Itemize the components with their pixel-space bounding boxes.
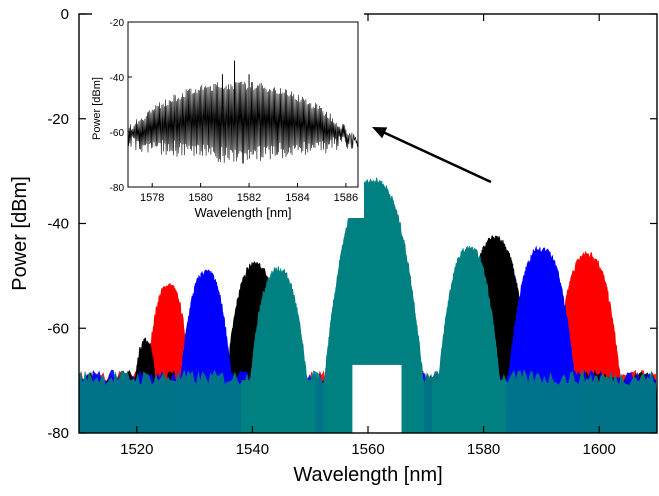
inset-x-tick-label: 1582 xyxy=(237,192,261,204)
y-axis-label: Power [dBm] xyxy=(9,176,31,290)
inset-ticks xyxy=(128,21,347,188)
series-3-channel-0 xyxy=(241,266,316,434)
inset-y-tick-label: -40 xyxy=(110,73,125,84)
y-tick-label: 0 xyxy=(61,6,69,23)
x-axis-label: Wavelength [nm] xyxy=(293,464,442,486)
inset-x-tick-label: 1584 xyxy=(285,192,309,204)
arrow-head xyxy=(372,127,388,139)
inset-tick-labels: 1578 1580 1582 1584 1586 -20 -40 -60 -80 xyxy=(110,18,359,204)
inset-y-tick-label: -80 xyxy=(110,183,125,194)
main-plot: 1520 1540 1560 1580 1600 0 -20 -40 -60 -80 Wavele… xyxy=(9,6,658,486)
series-3-channel-2 xyxy=(432,245,507,434)
inset-pointer-arrow xyxy=(372,127,492,184)
x-tick-label: 1580 xyxy=(467,441,500,458)
x-tick-label: 1600 xyxy=(583,441,616,458)
inset-y-axis-label: Power [dBm] xyxy=(91,77,103,140)
arrow-line xyxy=(379,129,492,184)
y-tick-label: -40 xyxy=(47,216,69,233)
inset-x-tick-label: 1580 xyxy=(188,192,212,204)
inset-spectrum-line xyxy=(127,81,358,164)
inset-plot-frame xyxy=(127,21,359,188)
y-tick-label: -80 xyxy=(47,425,69,442)
inset-y-tick-label: -20 xyxy=(110,18,125,29)
inset-plot: 1578 1580 1582 1584 1586 -20 -40 -60 -80 Wavelen… xyxy=(91,10,364,220)
inset-y-tick-label: -60 xyxy=(110,128,125,139)
x-tick-label: 1520 xyxy=(120,441,153,458)
inset-x-tick-label: 1586 xyxy=(334,192,358,204)
main-series-layer xyxy=(78,177,658,434)
inset-x-axis-label: Wavelength [nm] xyxy=(194,205,291,220)
central-channel-gap xyxy=(352,364,402,433)
y-tick-label: -20 xyxy=(47,111,69,128)
inset-x-tick-label: 1578 xyxy=(140,192,164,204)
y-tick-label: -60 xyxy=(47,320,69,337)
x-tick-label: 1560 xyxy=(351,441,384,458)
x-tick-label: 1540 xyxy=(236,441,269,458)
main-tick-labels: 1520 1540 1560 1580 1600 0 -20 -40 -60 -80 xyxy=(47,6,616,458)
inset-series-layer xyxy=(127,60,358,164)
